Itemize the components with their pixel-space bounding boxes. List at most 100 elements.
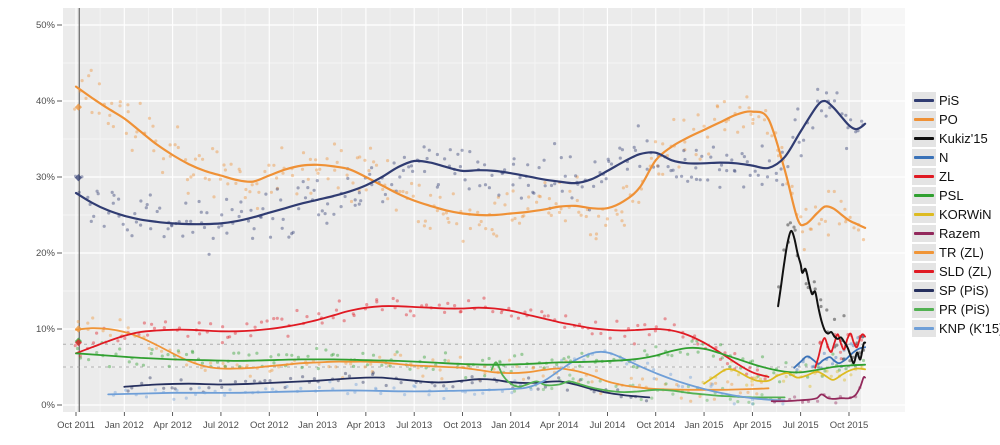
trend-line-psl — [75, 346, 866, 374]
x-tick-label: Oct 2012 — [250, 420, 289, 431]
legend-key-kukiz-15 — [912, 130, 936, 147]
legend-item-tr-zl-: TR (ZL) — [912, 244, 1000, 261]
legend-line-icon — [914, 156, 934, 159]
trend-line-kukiz-15 — [777, 229, 867, 365]
legend-line-icon — [914, 289, 934, 292]
legend-label: Razem — [939, 226, 981, 241]
x-tick-label: Jan 2015 — [685, 420, 724, 431]
scatter-pis — [74, 87, 865, 256]
legend-item-knp-k-15-: KNP (K'15) — [912, 320, 1000, 337]
x-tick-label: Jul 2013 — [396, 420, 432, 431]
legend-label: TR (ZL) — [939, 245, 984, 260]
legend-item-sld-zl-: SLD (ZL) — [912, 263, 1000, 280]
legend-label: Kukiz'15 — [939, 131, 988, 146]
x-tick-label: Jul 2012 — [203, 420, 239, 431]
legend-line-icon — [914, 194, 934, 197]
legend-label: KNP (K'15) — [939, 321, 1000, 336]
legend-line-icon — [914, 137, 934, 140]
legend-label: N — [939, 150, 949, 165]
legend-line-icon — [914, 232, 934, 235]
legend-line-icon — [914, 251, 934, 254]
x-tick-label: Jan 2012 — [105, 420, 144, 431]
x-tick-label: Apr 2013 — [347, 420, 386, 431]
legend-line-icon — [914, 327, 934, 330]
trend-line-pis — [74, 99, 867, 226]
trend-line-sp-pis- — [123, 376, 651, 399]
election-result-po — [74, 103, 83, 111]
plot-panel — [63, 8, 905, 412]
legend-key-psl — [912, 187, 936, 204]
x-tick-label: Oct 2015 — [830, 420, 869, 431]
legend-label: SLD (ZL) — [939, 264, 992, 279]
trend-line-po — [74, 85, 867, 229]
legend-key-knp-k-15- — [912, 320, 936, 337]
legend-key-tr-zl- — [912, 244, 936, 261]
chart-legend: PiS PO Kukiz'15 N ZL PSL KORWiN Razem TR (ZL) SLD… — [912, 92, 1000, 339]
legend-item-pr-pis-: PR (PiS) — [912, 301, 1000, 318]
legend-item-korwin: KORWiN — [912, 206, 1000, 223]
legend-item-kukiz-15: Kukiz'15 — [912, 130, 1000, 147]
axis: 0% 10% 20% 30% 40% 50% Oct 2011 Jan 2012 Apr 201… — [36, 20, 868, 431]
x-tick-label: Apr 2012 — [153, 420, 192, 431]
post-election-shade — [861, 8, 905, 412]
trend-line-zl — [814, 332, 866, 369]
y-tick-label: 0% — [41, 400, 55, 411]
trend-lines — [74, 85, 867, 403]
x-tick-label: Apr 2015 — [733, 420, 772, 431]
y-tick-label: 30% — [36, 172, 56, 183]
trend-line-razem — [770, 376, 866, 403]
legend-key-pr-pis- — [912, 301, 936, 318]
trend-line-n — [793, 346, 866, 369]
legend-key-sld-zl- — [912, 263, 936, 280]
legend-label: KORWiN — [939, 207, 992, 222]
legend-line-icon — [914, 118, 934, 121]
legend-item-pis: PiS — [912, 92, 1000, 109]
legend-label: PiS — [939, 93, 960, 108]
x-tick-label: Oct 2014 — [636, 420, 675, 431]
legend-key-korwin — [912, 206, 936, 223]
legend-label: SP (PiS) — [939, 283, 989, 298]
legend-item-sp-pis-: SP (PiS) — [912, 282, 1000, 299]
x-tick-label: Oct 2011 — [57, 420, 95, 431]
y-tick-label: 40% — [36, 96, 56, 107]
legend-item-po: PO — [912, 111, 1000, 128]
legend-key-zl — [912, 168, 936, 185]
legend-item-n: N — [912, 149, 1000, 166]
trend-line-korwin — [703, 367, 866, 385]
legend-line-icon — [914, 175, 934, 178]
legend-key-sp-pis- — [912, 282, 936, 299]
election-result-pis — [74, 174, 83, 182]
election-result-sld-zl- — [74, 339, 83, 347]
legend-line-icon — [914, 270, 934, 273]
y-tick-label: 50% — [36, 20, 56, 31]
legend-label: PR (PiS) — [939, 302, 990, 317]
legend-line-icon — [914, 213, 934, 216]
y-tick-label: 20% — [36, 248, 56, 259]
scatter-tr-zl- — [76, 316, 764, 403]
legend-key-razem — [912, 225, 936, 242]
y-tick-label: 10% — [36, 324, 56, 335]
legend-line-icon — [914, 308, 934, 311]
x-tick-label: Apr 2014 — [540, 420, 579, 431]
legend-label: PO — [939, 112, 958, 127]
legend-label: PSL — [939, 188, 964, 203]
x-tick-label: Jul 2015 — [783, 420, 819, 431]
gridlines — [63, 8, 905, 412]
x-tick-label: Jan 2013 — [298, 420, 337, 431]
legend-item-psl: PSL — [912, 187, 1000, 204]
trend-line-knp-k-15- — [107, 350, 786, 402]
trend-line-pr-pis- — [490, 361, 786, 399]
x-tick-label: Jan 2014 — [491, 420, 530, 431]
x-tick-label: Jul 2014 — [589, 420, 625, 431]
legend-key-pis — [912, 92, 936, 109]
legend-label: ZL — [939, 169, 955, 184]
x-tick-label: Oct 2013 — [443, 420, 482, 431]
legend-key-n — [912, 149, 936, 166]
legend-item-razem: Razem — [912, 225, 1000, 242]
legend-line-icon — [914, 99, 934, 102]
legend-item-zl: ZL — [912, 168, 1000, 185]
trend-line-sld-zl- — [75, 305, 770, 378]
legend-key-po — [912, 111, 936, 128]
